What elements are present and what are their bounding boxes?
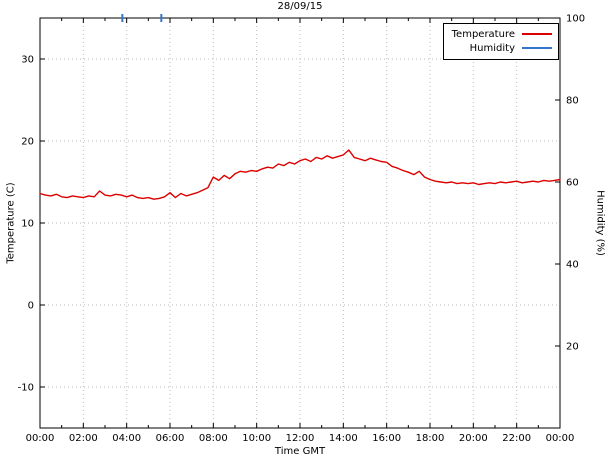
x-tick-label: 16:00 (372, 433, 401, 444)
x-tick-label: 14:00 (329, 433, 358, 444)
y2-tick-label: 60 (566, 178, 579, 189)
legend-label-humidity: Humidity (469, 42, 515, 54)
legend-label-temperature: Temperature (451, 28, 515, 40)
x-tick-label: 12:00 (286, 433, 315, 444)
y-tick-label: 30 (21, 55, 34, 66)
x-tick-label: 04:00 (112, 433, 141, 444)
legend-line-humidity (522, 47, 552, 49)
x-tick-label: 00:00 (26, 433, 55, 444)
y2-tick-label: 40 (566, 260, 579, 271)
y2-tick-label: 80 (566, 96, 579, 107)
legend-line-temperature (522, 33, 552, 35)
y-tick-label: 20 (21, 137, 34, 148)
y-tick-label: 0 (28, 301, 34, 312)
x-tick-label: 02:00 (69, 433, 98, 444)
chart-title: 28/09/15 (277, 1, 323, 12)
legend-entry-humidity: Humidity (452, 41, 552, 55)
y2-tick-label: 20 (566, 342, 579, 353)
x-tick-label: 06:00 (156, 433, 185, 444)
temperature-line (39, 149, 561, 200)
y2-axis-label: Humidity (%) (594, 190, 606, 256)
legend-entry-temperature: Temperature (452, 27, 552, 41)
x-tick-label: 00:00 (546, 433, 575, 444)
legend: Temperature Humidity (442, 23, 559, 60)
x-tick-label: 20:00 (459, 433, 488, 444)
x-tick-label: 18:00 (416, 433, 445, 444)
y-tick-label: -10 (18, 383, 34, 394)
y2-tick-label: 100 (566, 14, 585, 25)
x-tick-label: 22:00 (502, 433, 531, 444)
x-tick-label: 08:00 (199, 433, 228, 444)
y-tick-label: 10 (21, 219, 34, 230)
x-tick-label: 10:00 (242, 433, 271, 444)
x-axis-label: Time GMT (274, 446, 326, 457)
y-axis-label: Temperature (C) (5, 182, 17, 264)
